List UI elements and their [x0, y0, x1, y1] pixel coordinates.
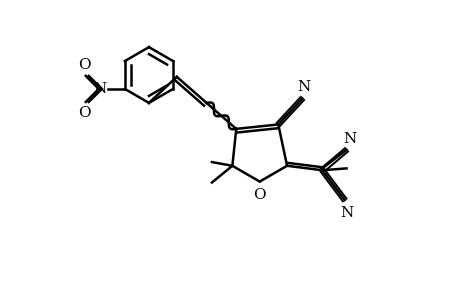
Text: N: N: [297, 80, 310, 94]
Text: O: O: [78, 106, 90, 120]
Text: N: N: [342, 132, 355, 146]
Text: N: N: [93, 82, 106, 96]
Text: O: O: [253, 188, 265, 202]
Text: N: N: [339, 206, 353, 220]
Text: O: O: [78, 58, 90, 72]
